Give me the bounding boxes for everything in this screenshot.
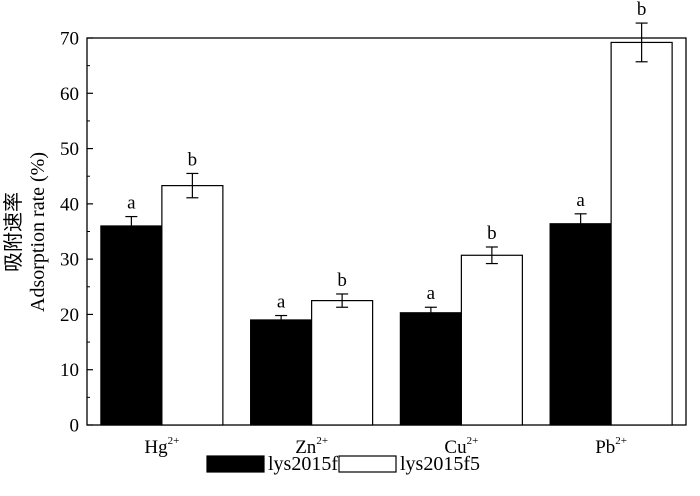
- legend-swatch-lys2015f1: [206, 455, 265, 473]
- y-tick-label: 30: [60, 250, 79, 271]
- bar-lys2015f5-zn: [311, 300, 374, 426]
- significance-label: b: [637, 0, 647, 20]
- legend-label-lys2015f1: lys2015f1: [268, 453, 348, 475]
- significance-label: b: [188, 149, 198, 170]
- significance-label: a: [427, 283, 436, 304]
- legend-label-lys2015f5: lys2015f5: [400, 453, 480, 475]
- bar-lys2015f1-hg: [100, 225, 163, 426]
- x-tick-label: Pb2+: [595, 435, 627, 458]
- bar-lys2015f5-hg: [161, 185, 224, 426]
- y-axis-title: 吸附速率 Adsorption rate (%): [2, 152, 49, 312]
- x-tick-label: Hg2+: [144, 435, 179, 458]
- bar-lys2015f5-pb: [610, 41, 673, 426]
- significance-label: a: [277, 292, 286, 313]
- bar-lys2015f1-zn: [250, 319, 313, 426]
- y-tick-label: 50: [60, 139, 79, 160]
- bar-lys2015f5-cu: [460, 254, 523, 426]
- y-tick-label: 20: [60, 305, 79, 326]
- plot-area: 0 10 20 30 40 50 60 70 Hg2+ a b Zn2+ a b Cu2+ a b Pb2+ a b: [60, 0, 687, 458]
- y-axis-title-english: Adsorption rate (%): [27, 152, 49, 312]
- y-axis-title-chinese: 吸附速率: [2, 192, 25, 272]
- y-tick-label: 60: [60, 84, 79, 105]
- bar-lys2015f1-pb: [549, 223, 612, 426]
- bar-lys2015f1-cu: [399, 312, 462, 426]
- x-tick-label: Cu2+: [444, 435, 478, 458]
- significance-label: b: [487, 223, 497, 244]
- legend: lys2015f1 lys2015f5: [206, 453, 480, 475]
- legend-swatch-lys2015f5: [338, 455, 397, 473]
- significance-label: b: [337, 270, 347, 291]
- y-tick-label: 40: [60, 194, 79, 215]
- y-tick-label: 0: [70, 416, 80, 437]
- x-tick-label: Zn2+: [295, 435, 328, 458]
- y-tick-label: 10: [60, 360, 79, 381]
- significance-label: a: [576, 190, 585, 211]
- y-tick-label: 70: [60, 29, 79, 50]
- significance-label: a: [127, 193, 136, 214]
